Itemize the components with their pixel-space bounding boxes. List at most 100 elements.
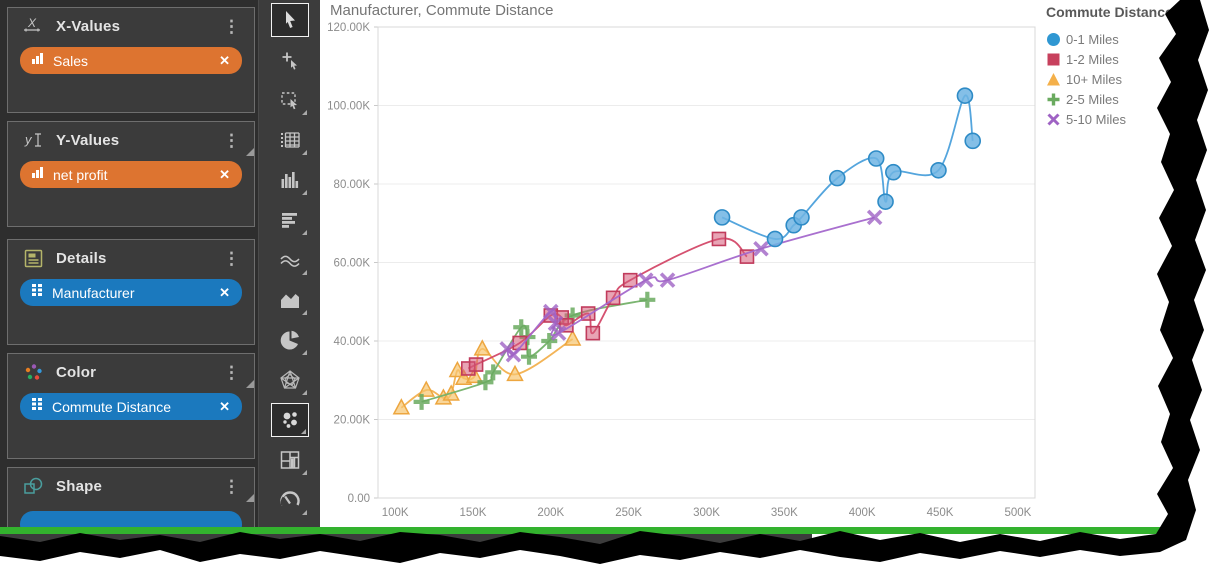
tool-area-chart[interactable] xyxy=(271,283,309,317)
data-point[interactable] xyxy=(956,87,974,104)
svg-text:40.00K: 40.00K xyxy=(334,336,371,348)
panel-menu-button[interactable]: ⋮ xyxy=(223,476,240,496)
tool-gauge[interactable] xyxy=(271,483,309,517)
panel-title: X-Values xyxy=(56,17,121,35)
y-axis-icon: y xyxy=(20,129,46,151)
data-point[interactable] xyxy=(885,163,902,181)
tool-rectangle-select[interactable] xyxy=(271,83,309,117)
panel-menu-button[interactable]: ⋮ xyxy=(223,16,240,36)
data-point[interactable] xyxy=(638,272,654,288)
data-point[interactable] xyxy=(964,132,982,150)
data-panel-sidebar: X X-Values ⋮ Sales ✕ y Y-Values ⋮ xyxy=(0,0,258,538)
data-point[interactable] xyxy=(659,272,676,288)
data-point[interactable] xyxy=(828,169,846,187)
tool-pointer[interactable] xyxy=(270,3,309,37)
tool-point-select[interactable] xyxy=(271,43,309,77)
panel-title: Color xyxy=(56,363,97,381)
svg-text:300K: 300K xyxy=(693,507,720,519)
legend-item-label: 0-1 Miles xyxy=(1066,31,1119,47)
panel-menu-button[interactable]: ⋮ xyxy=(223,130,240,150)
panel-color: Color ⋮ Commute Distance ✕ xyxy=(7,353,255,459)
data-point[interactable] xyxy=(866,209,883,226)
legend-title: Commute Distance xyxy=(1046,4,1173,20)
field-pill-partial[interactable] xyxy=(20,511,242,538)
scatter-plot[interactable]: 0.00 20.00K 40.00K 60.00K 80.00K 100.00K 120.0… xyxy=(320,0,1038,528)
svg-text:500K: 500K xyxy=(1004,507,1031,519)
data-point[interactable] xyxy=(713,209,731,226)
field-pill-label: Commute Distance xyxy=(52,398,172,415)
shape-icon xyxy=(20,475,46,497)
data-point[interactable] xyxy=(766,230,784,248)
legend-item[interactable]: 10+ Miles xyxy=(1046,69,1206,89)
data-point[interactable] xyxy=(563,329,582,346)
tool-table[interactable] xyxy=(271,123,309,157)
panel-menu-button[interactable]: ⋮ xyxy=(223,362,240,382)
panel-details: Details ⋮ Manufacturer ✕ xyxy=(7,239,255,345)
field-pill-label: Sales xyxy=(53,52,89,69)
svg-text:150K: 150K xyxy=(460,507,487,519)
panel-y-values: y Y-Values ⋮ net profit ✕ xyxy=(7,121,255,227)
field-pill-commute-distance[interactable]: Commute Distance ✕ xyxy=(20,393,242,420)
color-icon xyxy=(20,361,46,383)
field-pill-net-profit[interactable]: net profit ✕ xyxy=(20,161,242,188)
triangle-glyph-icon xyxy=(1047,72,1060,85)
data-point[interactable] xyxy=(585,325,601,341)
details-icon xyxy=(20,247,46,269)
data-point[interactable] xyxy=(930,161,947,179)
field-pill-manufacturer[interactable]: Manufacturer ✕ xyxy=(20,279,242,306)
plus-glyph-icon xyxy=(1047,93,1060,105)
svg-text:X: X xyxy=(27,16,37,30)
svg-text:400K: 400K xyxy=(849,507,876,519)
panel-menu-button[interactable]: ⋮ xyxy=(223,248,240,268)
svg-text:120.00K: 120.00K xyxy=(327,22,370,34)
legend-item-label: 5-10 Miles xyxy=(1066,111,1126,127)
svg-text:60.00K: 60.00K xyxy=(334,258,371,270)
chart-type-toolbar xyxy=(258,0,320,528)
svg-text:450K: 450K xyxy=(927,507,954,519)
dimension-icon xyxy=(31,397,43,416)
field-pill-sales[interactable]: Sales ✕ xyxy=(20,47,242,74)
remove-field-button[interactable]: ✕ xyxy=(219,284,230,300)
remove-field-button[interactable]: ✕ xyxy=(219,52,230,68)
panel-resize-handle[interactable] xyxy=(246,148,254,156)
data-point[interactable] xyxy=(877,193,894,210)
dimension-icon xyxy=(31,283,43,302)
data-point[interactable] xyxy=(867,150,885,167)
svg-text:y: y xyxy=(24,132,33,147)
legend-item[interactable]: 0-1 Miles xyxy=(1046,29,1206,49)
remove-field-button[interactable]: ✕ xyxy=(219,398,230,414)
tool-scatter-chart[interactable] xyxy=(270,403,309,437)
legend-item[interactable]: 5-10 Miles xyxy=(1046,109,1206,129)
panel-resize-handle[interactable] xyxy=(246,494,254,502)
field-pill-label: net profit xyxy=(53,166,108,183)
data-point[interactable] xyxy=(468,357,484,372)
data-point[interactable] xyxy=(711,231,727,247)
tool-treemap[interactable] xyxy=(271,443,309,477)
data-point[interactable] xyxy=(473,339,492,356)
legend-item[interactable]: 2-5 Miles xyxy=(1046,89,1206,109)
panel-title: Y-Values xyxy=(56,131,120,149)
tool-line-chart[interactable] xyxy=(271,243,309,277)
tool-pie-chart[interactable] xyxy=(271,323,309,357)
chart-area: Manufacturer, Commute Distance 0.00 20.00… xyxy=(320,0,1230,528)
tool-radar-chart[interactable] xyxy=(271,363,309,397)
data-point[interactable] xyxy=(392,398,411,415)
tool-bar-chart[interactable] xyxy=(271,203,309,237)
field-pill-label: Manufacturer xyxy=(52,284,135,301)
data-point[interactable] xyxy=(521,348,538,365)
data-point[interactable] xyxy=(753,240,769,257)
remove-field-button[interactable]: ✕ xyxy=(219,166,230,182)
tool-column-chart[interactable] xyxy=(271,163,309,197)
data-point[interactable] xyxy=(622,272,638,288)
data-point[interactable] xyxy=(639,291,656,308)
svg-text:200K: 200K xyxy=(537,507,564,519)
svg-text:100.00K: 100.00K xyxy=(327,101,370,113)
data-point[interactable] xyxy=(793,209,810,226)
app-window: X X-Values ⋮ Sales ✕ y Y-Values ⋮ xyxy=(0,0,1230,538)
panel-x-values: X X-Values ⋮ Sales ✕ xyxy=(7,7,255,113)
svg-text:20.00K: 20.00K xyxy=(334,415,371,427)
legend-item[interactable]: 1-2 Miles xyxy=(1046,49,1206,69)
legend: Commute Distance 0-1 Miles 1-2 Miles 10+ M… xyxy=(1046,4,1206,129)
panel-resize-handle[interactable] xyxy=(246,380,254,388)
